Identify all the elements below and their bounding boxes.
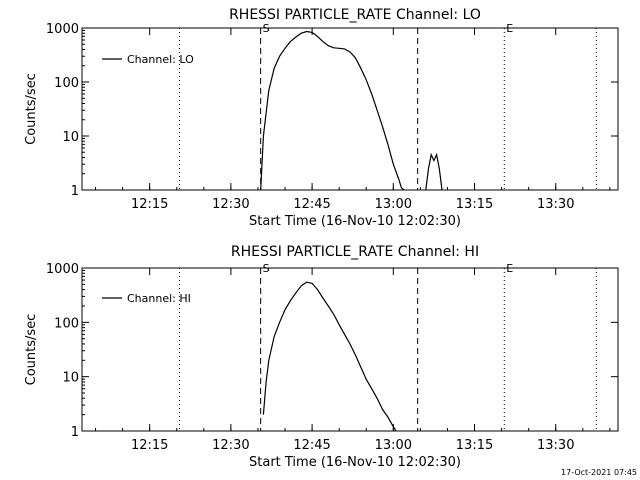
y-tick-label: 10: [62, 130, 79, 145]
generation-timestamp: 17-Oct-2021 07:45: [561, 468, 637, 477]
y-tick-label: 1000: [46, 262, 79, 277]
x-tick-label: 13:30: [537, 197, 574, 212]
y-tick-label: 1: [71, 184, 79, 199]
x-axis-label: Start Time (16-Nov-10 12:02:30): [249, 214, 461, 229]
x-tick-label: 12:45: [293, 438, 330, 453]
y-tick-label: 1000: [46, 22, 79, 37]
chart-title: RHESSI PARTICLE_RATE Channel: HI: [231, 244, 479, 260]
x-tick-label: 13:00: [375, 438, 412, 453]
chart-hi-channel: RHESSI PARTICLE_RATE Channel: HI 12:15 12:…: [24, 244, 619, 470]
marker-label: E: [506, 262, 513, 275]
y-axis-label: Counts/sec: [24, 314, 39, 386]
y-tick-label: 10: [62, 371, 79, 386]
series-line: [262, 281, 397, 432]
plot-frame: [81, 267, 619, 432]
x-tick-label: 12:30: [212, 438, 249, 453]
plot-frame: [81, 27, 619, 191]
x-tick-label: 13:15: [456, 438, 493, 453]
chart-lo-channel: RHESSI PARTICLE_RATE Channel: LO 12:15 12:…: [24, 7, 619, 229]
x-tick-label: 12:45: [293, 197, 330, 212]
marker-label: S: [263, 22, 270, 35]
x-tick-label: 13:15: [456, 197, 493, 212]
x-axis-label: Start Time (16-Nov-10 12:02:30): [249, 455, 461, 470]
y-tick-label: 100: [54, 316, 79, 331]
legend-label: Channel: HI: [127, 292, 191, 305]
marker-label: E: [506, 22, 513, 35]
series-line: [425, 152, 443, 191]
x-tick-label: 12:15: [131, 438, 168, 453]
y-axis-label: Counts/sec: [24, 73, 39, 145]
chart-title: RHESSI PARTICLE_RATE Channel: LO: [229, 7, 481, 23]
x-tick-label: 12:15: [131, 197, 168, 212]
y-tick-label: 1: [71, 425, 79, 440]
marker-label: S: [263, 262, 270, 275]
y-tick-label: 100: [54, 76, 79, 91]
x-tick-label: 13:30: [537, 438, 574, 453]
x-tick-label: 13:00: [375, 197, 412, 212]
series-line: [260, 30, 405, 191]
x-tick-label: 12:30: [212, 197, 249, 212]
legend-label: Channel: LO: [127, 53, 194, 66]
